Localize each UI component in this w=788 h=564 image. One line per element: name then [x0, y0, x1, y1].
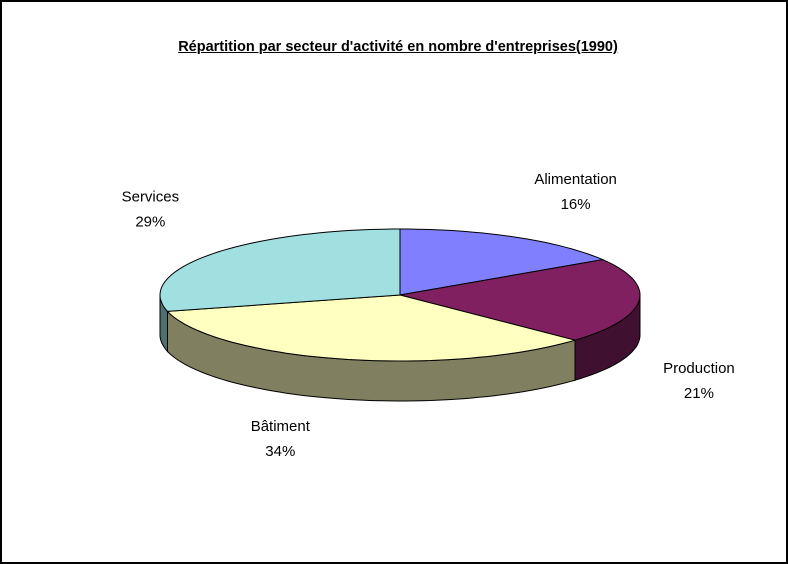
slice-label-name: Bâtiment [251, 418, 311, 435]
pie-slice [399, 228, 605, 296]
slice-label-value: 29% [135, 214, 165, 231]
pie-slice [166, 294, 577, 362]
pie-slice [159, 228, 401, 312]
slice-label-value: 16% [561, 196, 591, 213]
slice-label-value: 21% [684, 385, 714, 402]
pie-slice [399, 259, 641, 341]
chart: Alimentation 16% Production 21% Bâtiment 34% S… [122, 171, 735, 460]
slice-label-name: Production [663, 360, 735, 377]
chart-title: Répartition par secteur d'activité en no… [178, 39, 618, 55]
slice-label-name: Services [122, 189, 180, 206]
slice-label-value: 34% [265, 443, 295, 460]
slice-label-name: Alimentation [534, 171, 617, 188]
